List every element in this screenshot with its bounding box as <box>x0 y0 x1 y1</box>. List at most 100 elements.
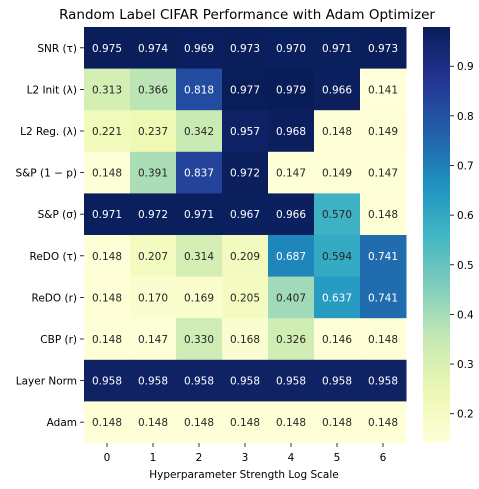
heatmap-cell <box>268 110 315 153</box>
heatmap-cell <box>84 151 131 194</box>
heatmap-cell <box>130 110 177 153</box>
heatmap-cells: 0.975 0.974 0.969 0.973 0.970 0.971 0.973 0.313… <box>84 27 407 444</box>
heatmap-cell <box>84 110 131 153</box>
heatmap-cell <box>222 68 269 111</box>
cell-value-label: 0.967 <box>230 209 260 221</box>
heatmap-cell <box>84 401 131 444</box>
cell-value-label: 0.169 <box>184 292 214 304</box>
cell-value-label: 0.958 <box>276 376 306 388</box>
x-tick-label: 1 <box>150 452 157 464</box>
heatmap-cell <box>222 235 269 278</box>
heatmap-cell <box>130 401 177 444</box>
heatmap-cell <box>360 401 407 444</box>
colorbar-ticks: 0.2 0.3 0.4 0.5 0.6 0.7 0.8 0.9 <box>450 61 474 421</box>
x-tick-label: 3 <box>242 452 249 464</box>
cell-value-label: 0.148 <box>276 417 306 429</box>
heatmap-cell <box>176 151 223 194</box>
heatmap-cell <box>130 359 177 402</box>
heatmap-cell <box>84 235 131 278</box>
y-tick-label: S&P (1 − p) <box>15 168 77 180</box>
heatmap-cell <box>268 68 315 111</box>
heatmap-cell <box>84 359 131 402</box>
cell-value-label: 0.147 <box>138 334 168 346</box>
y-tick-label: Layer Norm <box>16 376 77 388</box>
heatmap-cell <box>130 68 177 111</box>
colorbar-tick-label: 0.8 <box>457 111 474 123</box>
heatmap-cell <box>314 68 361 111</box>
cell-value-label: 0.979 <box>276 84 306 96</box>
cell-value-label: 0.741 <box>368 292 398 304</box>
cell-value-label: 0.366 <box>138 84 168 96</box>
heatmap-cell <box>314 235 361 278</box>
heatmap-cell <box>84 276 131 319</box>
cell-value-label: 0.146 <box>322 334 352 346</box>
heatmap-cell <box>268 27 315 70</box>
x-axis-label: Hyperparameter Strength Log Scale <box>149 469 338 481</box>
y-tick-label: CBP (r) <box>40 334 77 346</box>
cell-value-label: 0.969 <box>184 43 214 55</box>
heatmap-cell <box>314 359 361 402</box>
colorbar-tick-label: 0.9 <box>457 61 474 73</box>
heatmap-cell <box>130 27 177 70</box>
heatmap-cell <box>130 151 177 194</box>
cell-value-label: 0.971 <box>322 43 352 55</box>
cell-value-label: 0.637 <box>322 292 352 304</box>
cell-value-label: 0.972 <box>230 168 260 180</box>
cell-value-label: 0.237 <box>138 126 168 138</box>
cell-value-label: 0.148 <box>322 417 352 429</box>
heatmap-cell <box>360 193 407 236</box>
heatmap-cell <box>84 318 131 361</box>
cell-value-label: 0.313 <box>92 84 122 96</box>
heatmap-cell <box>176 110 223 153</box>
heatmap-cell <box>84 193 131 236</box>
heatmap-cell <box>222 401 269 444</box>
cell-value-label: 0.958 <box>230 376 260 388</box>
heatmap-cell <box>130 318 177 361</box>
cell-value-label: 0.973 <box>230 43 260 55</box>
cell-value-label: 0.326 <box>276 334 306 346</box>
heatmap-cell <box>360 68 407 111</box>
cell-value-label: 0.958 <box>138 376 168 388</box>
cell-value-label: 0.741 <box>368 251 398 263</box>
cell-value-label: 0.391 <box>138 168 168 180</box>
heatmap-cell <box>360 151 407 194</box>
heatmap-cell <box>176 193 223 236</box>
colorbar-tick-label: 0.5 <box>457 260 474 272</box>
heatmap-cell <box>268 318 315 361</box>
heatmap-cell <box>268 276 315 319</box>
heatmap-cell <box>360 359 407 402</box>
cell-value-label: 0.148 <box>92 251 122 263</box>
heatmap-cell <box>268 193 315 236</box>
cell-value-label: 0.971 <box>92 209 122 221</box>
y-tick-label: ReDO (τ) <box>30 251 78 263</box>
colorbar-tick-label: 0.4 <box>457 309 474 321</box>
y-tick-label: S&P (σ) <box>38 209 77 221</box>
cell-value-label: 0.958 <box>184 376 214 388</box>
cell-value-label: 0.148 <box>138 417 168 429</box>
cell-value-label: 0.148 <box>368 334 398 346</box>
heatmap-cell <box>314 276 361 319</box>
cell-value-label: 0.147 <box>276 168 306 180</box>
heatmap-cell <box>130 276 177 319</box>
cell-value-label: 0.570 <box>322 209 352 221</box>
colorbar-tick-label: 0.7 <box>457 161 474 173</box>
x-axis-ticks: 0 1 2 3 4 5 6 <box>104 443 387 464</box>
cell-value-label: 0.149 <box>368 126 398 138</box>
cell-value-label: 0.977 <box>230 84 260 96</box>
cell-value-label: 0.205 <box>230 292 260 304</box>
heatmap-cell <box>176 235 223 278</box>
heatmap-cell <box>176 359 223 402</box>
cell-value-label: 0.149 <box>322 168 352 180</box>
cell-value-label: 0.958 <box>368 376 398 388</box>
cell-value-label: 0.974 <box>138 43 168 55</box>
cell-value-label: 0.148 <box>322 126 352 138</box>
chart-title: Random Label CIFAR Performance with Adam… <box>59 7 435 23</box>
heatmap-cell <box>314 193 361 236</box>
cell-value-label: 0.221 <box>92 126 122 138</box>
colorbar-tick-label: 0.3 <box>457 359 474 371</box>
cell-value-label: 0.342 <box>184 126 214 138</box>
cell-value-label: 0.148 <box>92 168 122 180</box>
cell-value-label: 0.970 <box>276 43 306 55</box>
cell-value-label: 0.968 <box>276 126 306 138</box>
heatmap-cell <box>84 68 131 111</box>
